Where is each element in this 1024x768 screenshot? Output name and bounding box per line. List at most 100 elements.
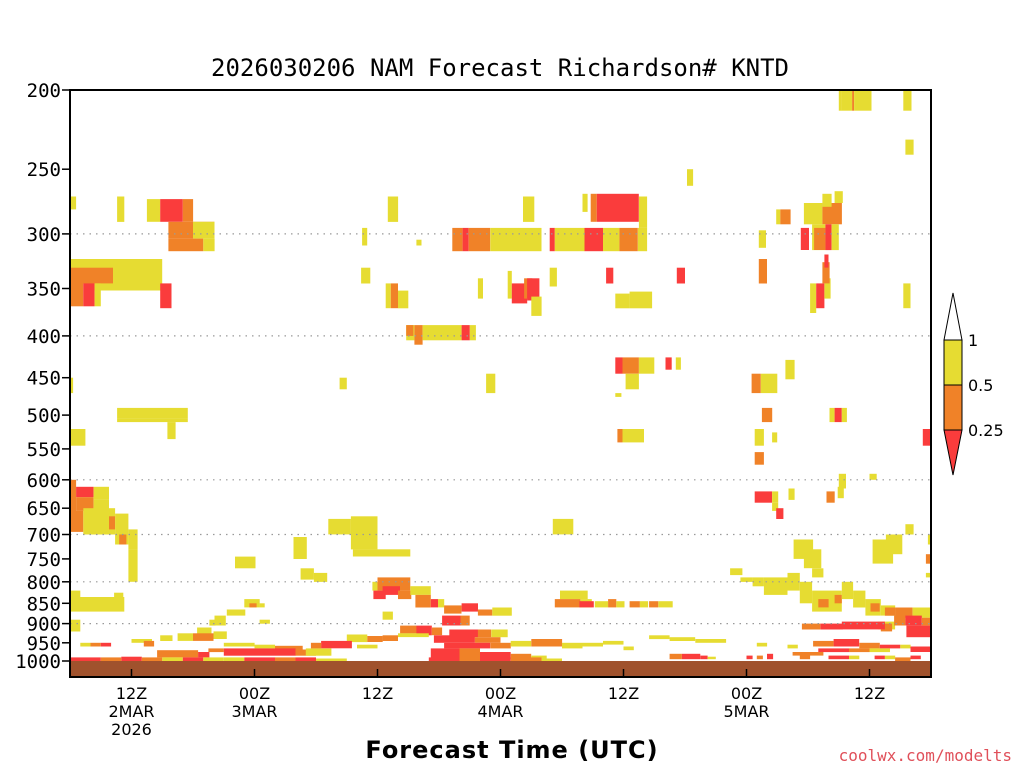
heatmap-cell (531, 639, 563, 647)
heatmap-cell (838, 473, 846, 489)
heatmap-cell (254, 644, 275, 649)
heatmap-cell (854, 90, 872, 111)
heatmap-cell (328, 518, 351, 535)
heatmap-cell (259, 603, 265, 608)
heatmap-cell (822, 193, 832, 207)
y-tick-label: 350 (27, 279, 61, 301)
heatmap-cell (469, 325, 476, 341)
heatmap-cell (912, 607, 931, 618)
heatmap-cell (584, 227, 603, 252)
heatmap-cell (507, 270, 512, 299)
heatmap-cell (579, 601, 594, 608)
heatmap-cell (541, 658, 562, 661)
heatmap-cell (387, 196, 399, 222)
x-tick-label: 12Z (116, 684, 147, 703)
heatmap-cell (675, 357, 681, 370)
heatmap-cell (760, 373, 778, 394)
heatmap-cell (157, 650, 199, 658)
heatmap-cell (884, 607, 896, 616)
heatmap-cell (603, 227, 620, 252)
heatmap-cell (193, 633, 214, 641)
heatmap-cell (477, 609, 493, 616)
heatmap-cell (259, 619, 270, 624)
heatmap-cell (800, 227, 809, 250)
heatmap-cell (841, 90, 853, 111)
heatmap-cell (235, 556, 256, 569)
heatmap-cell (756, 655, 763, 660)
heatmap-cell (622, 429, 644, 443)
y-axis: 200 250 300 350 400 450 500 550 600 650 7007508008… (15, 80, 70, 673)
heatmap-cell (816, 283, 825, 309)
heatmap-cell (70, 510, 84, 532)
heatmap-cell (203, 657, 224, 661)
y-tick-label: 800 (27, 572, 61, 594)
heatmap-cell (339, 377, 347, 390)
heatmap-cell (776, 508, 784, 519)
legend-label: 0.5 (968, 376, 993, 395)
heatmap-cell (70, 196, 77, 210)
heatmap-cell (490, 227, 519, 252)
heatmap-cell (510, 653, 532, 660)
heatmap-cell (803, 549, 822, 569)
heatmap-cell (649, 601, 659, 608)
heatmap-cell (639, 601, 649, 608)
heatmap-cell (594, 601, 609, 608)
heatmap-cell (300, 568, 314, 580)
heatmap-cell (128, 549, 138, 582)
heatmap-cell (834, 191, 843, 203)
heatmap-cell (244, 657, 276, 661)
heatmap-cell (658, 601, 673, 608)
legend-arrow-bottom (943, 429, 963, 476)
heatmap-cell (707, 656, 716, 660)
heatmap-cell (637, 227, 648, 252)
heatmap-cell (167, 422, 176, 440)
heatmap-cell (293, 537, 307, 559)
heatmap-cell (83, 283, 95, 307)
gridlines (70, 233, 931, 625)
heatmap-cell (486, 373, 496, 394)
heatmap-cell (792, 652, 824, 656)
heatmap-cell (168, 238, 204, 252)
heatmap-cell (474, 637, 501, 643)
heatmap-cell (822, 262, 830, 284)
heatmap-cell (669, 653, 682, 660)
heatmap-cell (606, 267, 614, 284)
heatmap-cell (223, 642, 255, 647)
heatmap-cell (623, 646, 634, 651)
y-tick-label: 600 (27, 470, 61, 492)
heatmap-cell (549, 227, 555, 252)
heatmap-cell (442, 615, 461, 626)
heatmap-cell (398, 290, 409, 309)
heatmap-cell (80, 642, 91, 647)
heatmap-cell (462, 227, 469, 252)
y-tick-label: 450 (27, 368, 61, 390)
heatmap-cell (491, 629, 508, 638)
heatmap-cell (554, 227, 585, 252)
heatmap-cell (226, 609, 246, 616)
heatmap-cell (880, 623, 893, 632)
heatmap-cell (177, 633, 193, 641)
heatmap-cell (596, 193, 639, 222)
heatmap-cell (622, 357, 639, 374)
heatmap-cell (669, 637, 696, 641)
heatmap-cell (480, 657, 511, 661)
heatmap-cell (511, 283, 528, 304)
heatmap-cell (616, 601, 625, 608)
heatmap-cell (100, 657, 122, 661)
heatmap-cell (776, 209, 781, 225)
y-tick-label: 250 (27, 159, 61, 181)
heatmap-cell (141, 657, 163, 661)
heatmap-cell (295, 649, 316, 656)
heatmap-cell (510, 657, 542, 661)
heatmap-cell (787, 572, 800, 591)
legend-swatch (943, 339, 963, 386)
heatmap-cell (906, 625, 931, 638)
heatmap-cell (582, 193, 588, 212)
heatmap-cell (629, 291, 653, 309)
heatmap-cell (629, 601, 640, 608)
heatmap-cell (249, 603, 257, 608)
heatmap-cell (754, 429, 764, 446)
heatmap-cell (452, 227, 463, 252)
heatmap-cell (477, 278, 483, 299)
heatmap-cell (477, 629, 492, 638)
